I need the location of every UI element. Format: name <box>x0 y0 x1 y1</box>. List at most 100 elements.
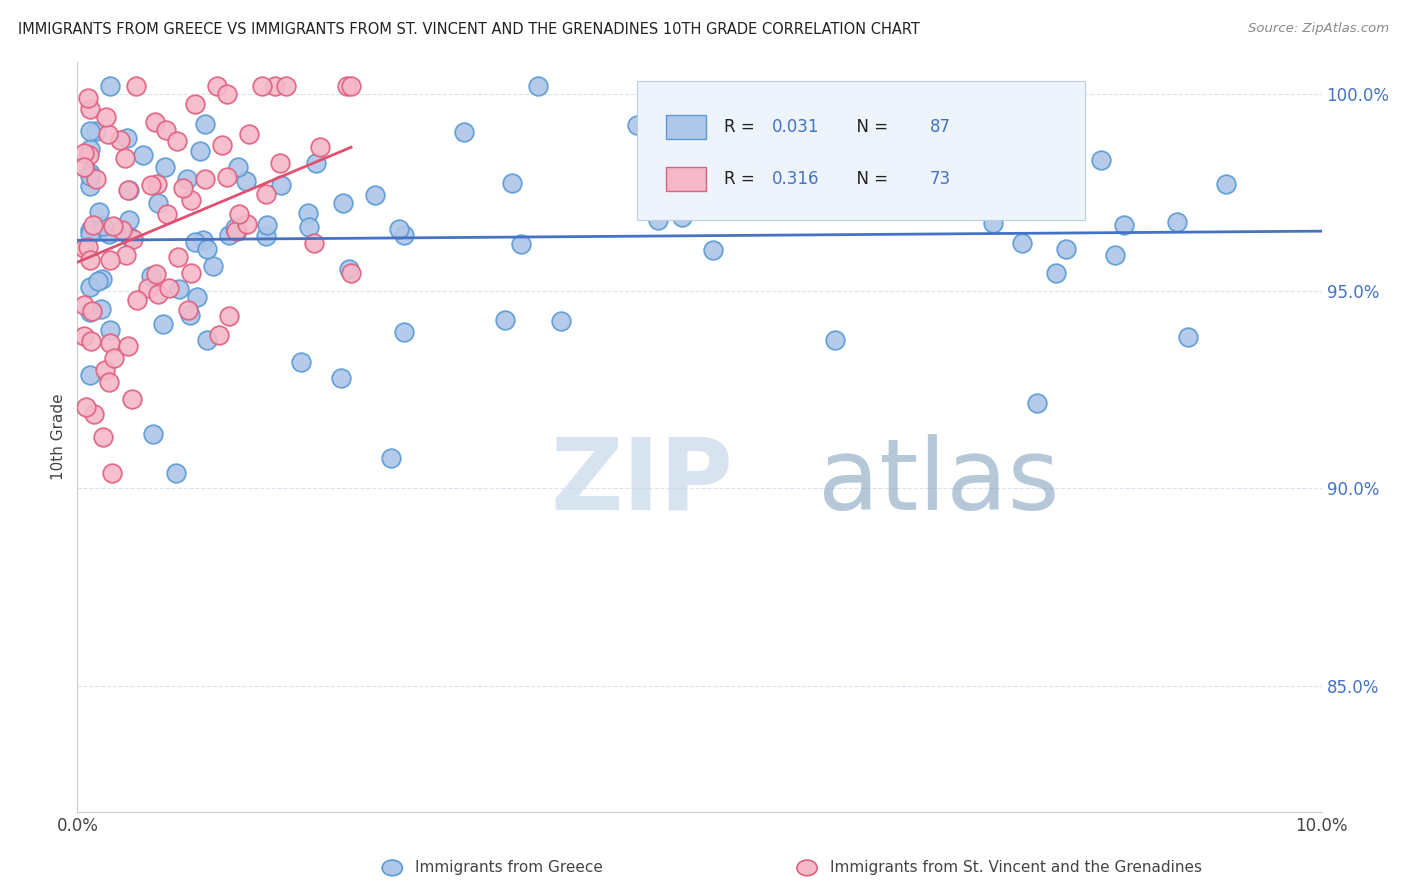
Point <box>141 268 163 283</box>
Point <box>166 134 188 148</box>
Point <box>640 112 662 127</box>
Point <box>205 79 228 94</box>
Point <box>738 172 761 186</box>
Point <box>1090 153 1112 168</box>
Point <box>148 196 170 211</box>
Text: N =: N = <box>846 118 894 136</box>
Point <box>256 218 278 232</box>
Circle shape <box>797 860 817 876</box>
Point <box>98 252 121 267</box>
Point <box>114 152 136 166</box>
Point <box>302 236 325 251</box>
Point <box>211 137 233 152</box>
Text: Source: ZipAtlas.com: Source: ZipAtlas.com <box>1249 22 1389 36</box>
Point <box>332 195 354 210</box>
Point <box>79 169 101 184</box>
Point <box>90 302 112 317</box>
Point <box>155 123 177 137</box>
Point <box>194 117 217 131</box>
Text: atlas: atlas <box>818 434 1059 531</box>
Point <box>238 127 260 141</box>
Point <box>647 213 669 227</box>
Point <box>117 183 139 197</box>
Point <box>1011 235 1033 250</box>
Point <box>217 169 239 184</box>
Bar <box>666 168 706 191</box>
Point <box>87 204 110 219</box>
Point <box>179 308 201 322</box>
Point <box>166 251 188 265</box>
Point <box>132 148 155 162</box>
Point <box>981 216 1004 230</box>
Point <box>193 172 215 186</box>
Point <box>72 161 94 175</box>
Point <box>125 79 148 94</box>
Point <box>224 221 246 235</box>
Point <box>824 333 846 347</box>
Point <box>1054 243 1077 257</box>
Point <box>155 161 177 175</box>
Point <box>80 334 103 348</box>
Point <box>1104 248 1126 262</box>
Y-axis label: 10th Grade: 10th Grade <box>51 393 66 481</box>
Point <box>145 267 167 281</box>
Point <box>190 145 212 159</box>
Point <box>852 195 875 210</box>
Point <box>114 248 136 262</box>
Point <box>235 174 257 188</box>
Point <box>252 79 274 94</box>
Point <box>1177 330 1199 344</box>
Point <box>165 466 187 480</box>
Point <box>79 305 101 319</box>
Point <box>97 375 120 389</box>
Point <box>297 206 319 220</box>
Point <box>626 118 648 132</box>
Point <box>1025 396 1047 410</box>
Point <box>388 222 411 236</box>
Point <box>218 227 240 242</box>
Point <box>172 181 194 195</box>
Point <box>72 146 94 161</box>
Point <box>225 224 247 238</box>
Point <box>146 177 169 191</box>
Point <box>167 282 190 296</box>
Point <box>118 183 141 197</box>
Point <box>93 430 115 444</box>
Point <box>79 280 101 294</box>
Point <box>336 79 359 94</box>
Text: 0.031: 0.031 <box>772 118 820 136</box>
Point <box>94 363 117 377</box>
Text: 73: 73 <box>929 170 950 188</box>
Point <box>195 333 218 347</box>
Point <box>72 241 94 255</box>
Point <box>337 262 360 277</box>
Point <box>236 217 259 231</box>
Point <box>80 304 103 318</box>
Point <box>180 194 202 208</box>
Point <box>79 142 101 156</box>
Point <box>98 227 121 241</box>
Point <box>380 450 402 465</box>
Point <box>195 242 218 256</box>
Text: Immigrants from St. Vincent and the Grenadines: Immigrants from St. Vincent and the Gren… <box>830 860 1202 874</box>
Point <box>148 287 170 301</box>
Point <box>226 161 249 175</box>
Point <box>118 213 141 227</box>
Point <box>186 290 208 304</box>
Point <box>115 130 138 145</box>
Text: 0.316: 0.316 <box>772 170 820 188</box>
Point <box>501 177 523 191</box>
Point <box>101 467 124 481</box>
Point <box>79 252 101 267</box>
Point <box>180 266 202 280</box>
Point <box>308 140 330 154</box>
Point <box>72 328 94 343</box>
Point <box>215 87 238 101</box>
Point <box>86 172 108 186</box>
Point <box>1166 215 1188 229</box>
Text: R =: R = <box>724 118 761 136</box>
Point <box>550 314 572 328</box>
Point <box>269 155 291 169</box>
Point <box>117 339 139 353</box>
Point <box>263 79 285 94</box>
